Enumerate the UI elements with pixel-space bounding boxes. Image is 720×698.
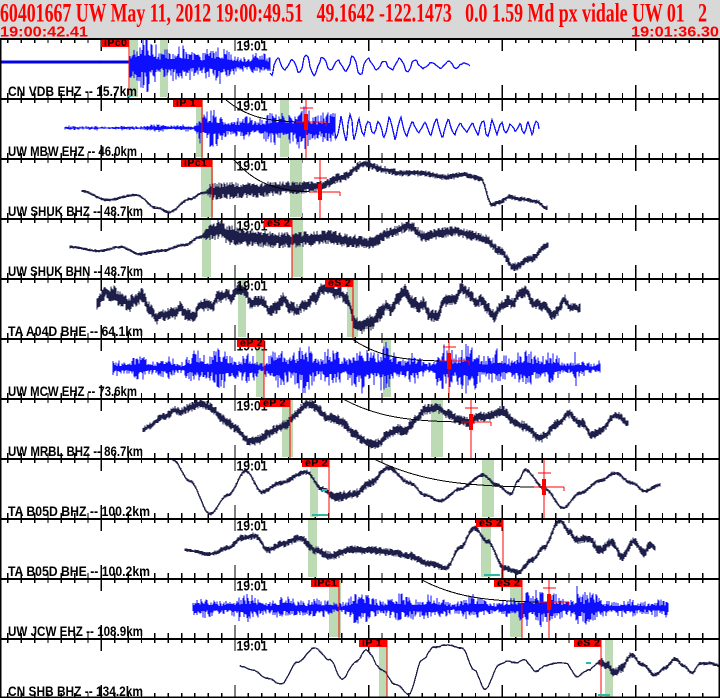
svg-text:iPc1: iPc1 bbox=[184, 157, 207, 169]
svg-text:eS 2: eS 2 bbox=[497, 577, 520, 589]
svg-text:TA B05D BHZ -- 100.2km: TA B05D BHZ -- 100.2km bbox=[8, 504, 150, 519]
svg-text:TA A04D BHE -- 64.1km: TA A04D BHE -- 64.1km bbox=[8, 324, 143, 339]
svg-text:eS 2: eS 2 bbox=[479, 517, 502, 529]
svg-text:19:01:36.30: 19:01:36.30 bbox=[631, 25, 719, 41]
svg-text:UW MRBL BHZ -- 86.7km: UW MRBL BHZ -- 86.7km bbox=[8, 444, 143, 459]
svg-text:19:01: 19:01 bbox=[237, 279, 268, 294]
svg-text:UW SHUK BHN -- 48.7km: UW SHUK BHN -- 48.7km bbox=[8, 264, 143, 279]
svg-text:eS 2: eS 2 bbox=[328, 277, 351, 289]
svg-text:60401667 UW May 11, 2012 19:00: 60401667 UW May 11, 2012 19:00:49.51 49.… bbox=[0, 0, 707, 28]
svg-text:CN VDB EHZ -- 15.7km: CN VDB EHZ -- 15.7km bbox=[8, 84, 137, 99]
svg-text:eP 2: eP 2 bbox=[305, 457, 328, 469]
svg-text:19:01: 19:01 bbox=[237, 459, 268, 474]
svg-text:19:01: 19:01 bbox=[237, 519, 268, 534]
svg-text:eP 2: eP 2 bbox=[263, 397, 286, 409]
svg-text:eP 2: eP 2 bbox=[240, 337, 263, 349]
svg-text:UW JCW EHZ -- 108.9km: UW JCW EHZ -- 108.9km bbox=[8, 624, 143, 639]
svg-text:iP 1: iP 1 bbox=[362, 637, 382, 649]
svg-text:CN SHB BHZ -- 134.2km: CN SHB BHZ -- 134.2km bbox=[8, 684, 143, 698]
svg-text:19:01: 19:01 bbox=[237, 159, 268, 174]
svg-text:iPc0: iPc0 bbox=[104, 37, 127, 49]
svg-text:iPc1: iPc1 bbox=[314, 577, 337, 589]
svg-text:19:00:42.41: 19:00:42.41 bbox=[0, 25, 88, 41]
svg-text:TA B05D BHE -- 100.2km: TA B05D BHE -- 100.2km bbox=[8, 564, 150, 579]
svg-text:19:01: 19:01 bbox=[237, 219, 268, 234]
svg-text:iP 1: iP 1 bbox=[176, 97, 196, 109]
svg-text:19:01: 19:01 bbox=[237, 39, 268, 54]
svg-text:UW MBW EHZ -- 46.0km: UW MBW EHZ -- 46.0km bbox=[8, 144, 137, 159]
svg-text:19:01: 19:01 bbox=[237, 579, 268, 594]
svg-text:UW SHUK BHZ -- 48.7km: UW SHUK BHZ -- 48.7km bbox=[8, 204, 143, 219]
svg-text:eS 2: eS 2 bbox=[267, 217, 290, 229]
svg-text:19:01: 19:01 bbox=[237, 639, 268, 654]
svg-text:19:01: 19:01 bbox=[237, 99, 268, 114]
svg-text:eS 2: eS 2 bbox=[577, 637, 600, 649]
svg-text:UW MCW EHZ -- 73.6km: UW MCW EHZ -- 73.6km bbox=[8, 384, 137, 399]
